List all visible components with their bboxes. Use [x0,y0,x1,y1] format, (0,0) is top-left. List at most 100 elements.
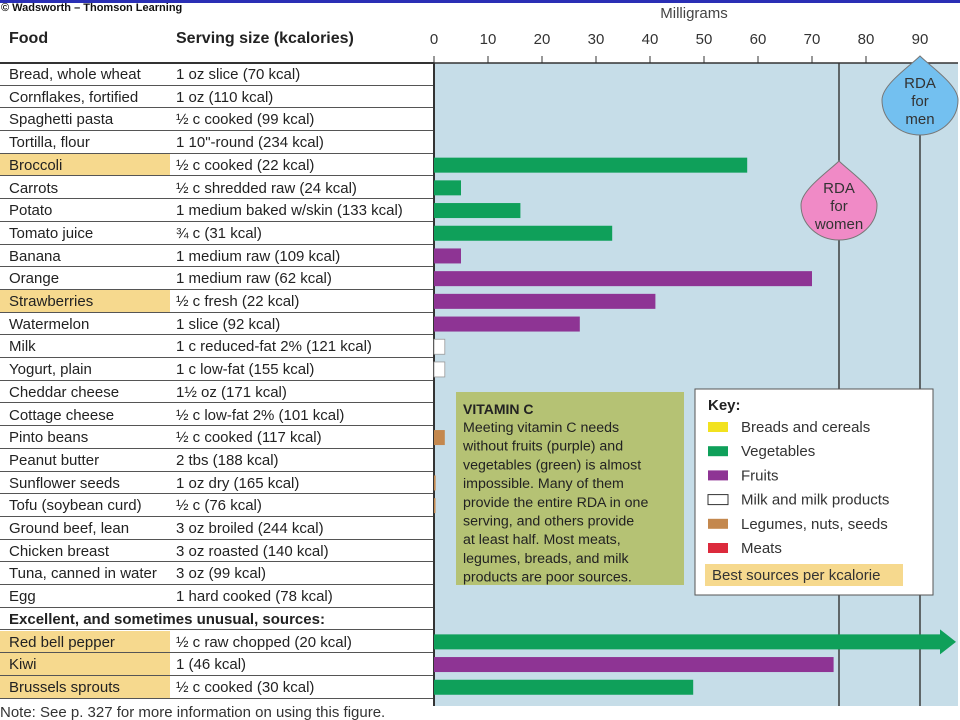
food-name: Milk [9,338,36,356]
food-name: Watermelon [9,315,90,333]
food-name: Tuna, canned in water [9,565,157,583]
table-row: Sunflower seeds 1 oz dry (165 kcal) [0,472,434,495]
serving-size: ¾ c (31 kcal) [176,224,262,242]
table-row: Spaghetti pasta ½ c cooked (99 kcal) [0,108,434,132]
legend-swatch [708,446,728,457]
legend-label: Fruits [741,467,779,484]
serving-size: ½ c low-fat 2% (101 kcal) [176,406,345,424]
table-row: Tofu (soybean curd) ½ c (76 kcal) [0,494,434,517]
food-name: Tortilla, flour [9,134,90,152]
table-row: Orange 1 medium raw (62 kcal) [0,267,434,290]
bar [434,475,436,491]
x-tick-label: 50 [696,31,713,48]
legend-swatch [708,518,728,529]
footnote: Note: See p. 327 for more information on… [0,704,386,720]
food-name: Egg [9,588,36,606]
x-tick-label: 0 [430,31,438,48]
serving-size: 1½ oz (171 kcal) [176,383,287,401]
x-tick-label: 40 [642,31,659,48]
best-source-highlight [0,290,170,312]
food-name: Spaghetti pasta [9,111,114,129]
best-sources-label: Best sources per kcalorie [712,567,880,584]
note-text-line: impossible. Many of them [463,476,624,492]
table-row: Strawberries ½ c fresh (22 kcal) [0,290,434,313]
table-row: Tortilla, flour 1 10"-round (234 kcal) [0,131,434,154]
food-name: Cornflakes, fortified [9,88,139,106]
legend-label: Legumes, nuts, seeds [741,516,888,533]
food-name: Sunflower seeds [9,474,120,492]
bar [434,248,461,264]
legend-swatch [708,422,728,432]
note-text-line: without fruits (purple) and [462,439,623,455]
food-name: Tofu (soybean curd) [9,497,142,515]
note-text-line: Meeting vitamin C needs [463,420,619,436]
best-source-highlight [0,675,170,698]
table-row: Milk 1 c reduced-fat 2% (121 kcal) [0,335,434,359]
rda-badge-label: women [814,216,863,233]
bar [434,316,580,332]
food-name: Potato [9,202,53,220]
rda-badge-label: RDA [823,180,855,197]
serving-size: 1 slice (92 kcal) [176,315,281,333]
food-name: Tomato juice [9,224,94,242]
serving-size: 1 hard cooked (78 kcal) [176,588,333,606]
note-text-line: at least half. Most meats, [463,532,621,548]
table-row: Carrots ½ c shredded raw (24 kcal) [0,177,434,200]
column-header-food: Food [9,30,49,47]
table-row: Cottage cheese ½ c low-fat 2% (101 kcal) [0,404,434,427]
serving-size: ½ c (76 kcal) [176,497,262,515]
table-row: Cheddar cheese 1½ oz (171 kcal) [0,381,434,404]
column-header-serving: Serving size (kcalories) [176,30,354,47]
section-heading-row: Excellent, and sometimes unusual, source… [0,608,434,631]
x-tick-label: 30 [588,31,605,48]
table-row: Brussels sprouts ½ c cooked (30 kcal) [0,675,434,699]
food-name: Cheddar cheese [9,383,120,401]
serving-size: 1 oz slice (70 kcal) [176,66,301,83]
table-row: Chicken breast 3 oz roasted (140 kcal) [0,540,434,563]
legend-swatch [708,543,728,553]
best-source-highlight [0,153,170,176]
note-title: VITAMIN C [463,401,534,417]
serving-size: ½ c fresh (22 kcal) [176,293,300,310]
legend-title: Key: [708,397,741,414]
bar [434,157,748,173]
rda-women-badge [800,160,878,241]
serving-size: ½ c cooked (99 kcal) [176,111,315,129]
best-sources-swatch [705,564,903,586]
table-row: Banana 1 medium raw (109 kcal) [0,245,434,268]
table-row: Ground beef, lean 3 oz broiled (244 kcal) [0,517,434,540]
bar [433,338,446,355]
food-name: Red bell pepper [9,633,115,651]
x-tick-label: 70 [804,31,821,48]
bar [434,430,445,446]
serving-size: ½ c cooked (22 kcal) [176,156,315,174]
food-name: Kiwi [9,656,37,674]
note-text-line: provide the entire RDA in one [463,495,648,511]
serving-size: 1 oz dry (165 kcal) [176,474,300,492]
food-name: Carrots [9,179,59,197]
food-name: Peanut butter [9,451,100,469]
bar [434,271,812,287]
food-name: Chicken breast [9,542,110,560]
x-axis-label: Milligrams [660,5,728,22]
section-heading: Excellent, and sometimes unusual, source… [9,610,325,628]
legend-label: Milk and milk products [741,492,889,509]
note-text-line: legumes, breads, and milk [463,551,630,567]
legend-label: Vegetables [741,443,815,460]
bar [433,361,446,378]
serving-size: 1 medium baked w/skin (133 kcal) [176,202,403,220]
serving-size: ½ c raw chopped (20 kcal) [176,633,352,651]
table-row: Kiwi 1 (46 kcal) [0,653,434,676]
serving-size: 2 tbs (188 kcal) [176,451,279,469]
food-name: Yogurt, plain [9,361,92,379]
bar-arrow [434,629,956,655]
top-rule [0,0,960,3]
bar [434,180,461,196]
bar [434,679,694,695]
legend-swatch [708,470,728,481]
serving-size: 1 c low-fat (155 kcal) [176,361,315,379]
legend-box [694,388,934,596]
best-source-highlight [0,653,170,675]
bar [434,657,834,673]
